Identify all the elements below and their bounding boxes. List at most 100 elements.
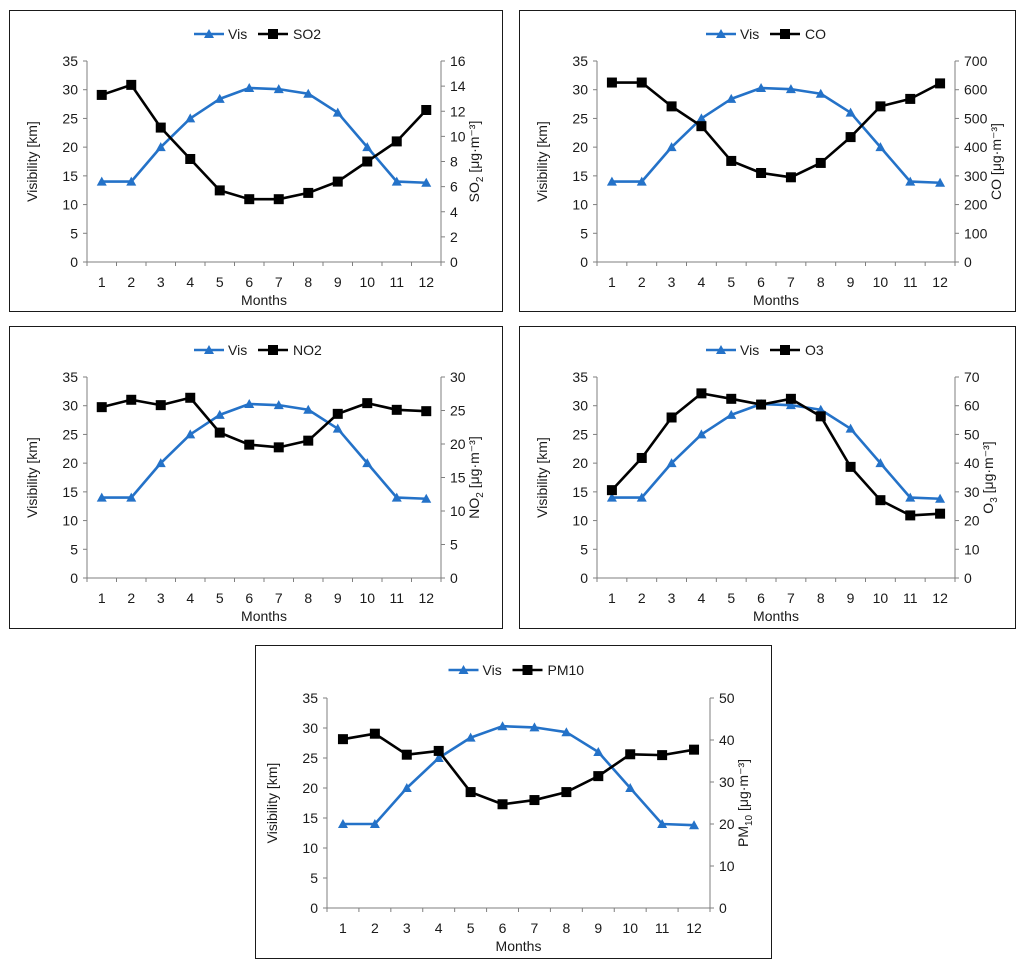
legend-label-pollutant: NO2	[293, 342, 322, 358]
legend: Vis CO	[706, 26, 826, 42]
legend-label-vis: Vis	[740, 26, 759, 42]
y-left-tick-label: 30	[302, 720, 318, 736]
data-point-vis	[636, 492, 647, 502]
legend-label-pollutant: PM10	[548, 662, 585, 678]
data-point-no2	[391, 404, 402, 415]
y-left-tick-label: 5	[580, 541, 588, 557]
y-left-tick-label: 5	[310, 870, 318, 886]
y-left-tick-label: 35	[62, 369, 78, 385]
x-tick-label: 8	[817, 274, 825, 290]
y-axis-title-right: PM10 [μg·m⁻³]	[735, 759, 755, 847]
data-point-vis	[785, 84, 796, 94]
data-point-vis	[696, 429, 707, 439]
x-tick-label: 8	[304, 274, 312, 290]
y-left-tick-label: 25	[62, 110, 78, 126]
data-point-o3	[935, 508, 946, 519]
data-point-o3	[636, 452, 647, 463]
data-point-vis	[666, 458, 677, 468]
y-right-tick-label: 40	[964, 455, 980, 471]
y-right-tick-label: 40	[719, 732, 735, 748]
y-left-tick-label: 20	[572, 139, 588, 155]
x-tick-label: 12	[932, 590, 948, 606]
legend-marker-pollutant	[780, 345, 790, 355]
data-point-co	[845, 132, 856, 143]
data-point-o3	[696, 388, 707, 399]
legend-label-vis: Vis	[228, 26, 247, 42]
chart-panel-no2: 0 5 10 15 20 25 30 35 0 5 10 15 20 25 30 1 2 3 4 5 6 7 8 9 10 11 1…	[9, 326, 503, 629]
data-point-pm10	[689, 744, 700, 755]
data-point-vis	[362, 458, 373, 468]
y-right-tick-label: 25	[450, 403, 466, 419]
y-right-tick-label: 8	[450, 154, 458, 170]
x-tick-label: 8	[304, 590, 312, 606]
data-point-co	[875, 101, 886, 112]
legend-label-vis: Vis	[740, 342, 759, 358]
y-right-tick-label: 30	[450, 369, 466, 385]
x-tick-label: 8	[817, 590, 825, 606]
y2-label-subscript: 3	[989, 497, 1000, 503]
series-line-vis	[101, 402, 427, 501]
data-point-so2	[214, 185, 225, 196]
data-point-vis	[369, 819, 380, 828]
data-point-so2	[155, 122, 166, 133]
legend: Vis O3	[706, 342, 824, 358]
y-right-tick-label: 16	[450, 53, 466, 69]
data-point-vis	[391, 176, 402, 186]
legend: Vis NO2	[194, 342, 322, 358]
data-point-so2	[303, 187, 314, 198]
x-tick-label: 7	[787, 274, 795, 290]
y-right-tick-label: 10	[450, 128, 466, 144]
chart-panel-so2: 0 5 10 15 20 25 30 35 0 2 4 6 8 10 12 14 16 1 2 3 4 5 6 7 8 9 10 11…	[9, 10, 503, 312]
data-point-vis	[815, 88, 826, 98]
data-point-vis	[935, 493, 946, 503]
y-left-tick-label: 5	[580, 225, 588, 241]
x-tick-label: 7	[275, 590, 283, 606]
y-right-tick-label: 200	[964, 197, 988, 213]
data-point-vis	[332, 107, 343, 117]
x-tick-label: 12	[418, 590, 434, 606]
data-point-so2	[244, 194, 255, 205]
y-right-tick-label: 0	[450, 570, 458, 586]
data-point-vis	[421, 177, 432, 187]
x-tick-label: 2	[127, 274, 135, 290]
x-tick-label: 5	[216, 590, 224, 606]
data-point-vis	[155, 142, 166, 152]
y-axis-title-right: SO2 [μg·m⁻³]	[466, 121, 486, 203]
data-point-vis	[303, 404, 314, 414]
y-left-tick-label: 10	[62, 197, 78, 213]
legend-label-pollutant: O3	[805, 342, 824, 358]
legend-marker-vis	[204, 29, 214, 38]
y2-label-main: SO	[466, 182, 482, 202]
y-right-tick-label: 14	[450, 78, 466, 94]
x-tick-label: 1	[98, 590, 106, 606]
y-left-tick-label: 15	[62, 168, 78, 184]
y-right-tick-label: 12	[450, 103, 466, 119]
x-tick-label: 6	[757, 274, 765, 290]
y-axis-title-right: O3 [μg·m⁻³]	[980, 441, 1000, 513]
x-tick-label: 3	[668, 590, 676, 606]
data-point-so2	[185, 153, 196, 164]
y-left-tick-label: 15	[572, 168, 588, 184]
legend: Vis SO2	[194, 26, 321, 42]
y-axis-title-right: NO2 [μg·m⁻³]	[466, 436, 486, 518]
data-point-pm10	[529, 795, 540, 806]
y2-label-subscript: 2	[475, 176, 486, 182]
y2-label-subscript: 10	[744, 814, 755, 826]
data-point-vis	[593, 747, 604, 756]
legend: Vis PM10	[448, 662, 585, 678]
x-tick-label: 3	[157, 590, 165, 606]
legend-label-vis: Vis	[228, 342, 247, 358]
y-right-tick-label: 10	[964, 541, 980, 557]
legend-marker-vis	[716, 345, 726, 354]
y-right-tick-label: 0	[719, 900, 727, 916]
y-left-tick-label: 0	[580, 254, 588, 270]
x-tick-label: 12	[686, 920, 702, 936]
y-right-tick-label: 400	[964, 139, 988, 155]
data-point-no2	[421, 406, 432, 417]
y-left-tick-label: 25	[62, 426, 78, 442]
data-point-vis	[875, 142, 886, 152]
x-tick-label: 12	[932, 274, 948, 290]
x-tick-label: 10	[359, 590, 375, 606]
data-point-no2	[244, 439, 255, 450]
